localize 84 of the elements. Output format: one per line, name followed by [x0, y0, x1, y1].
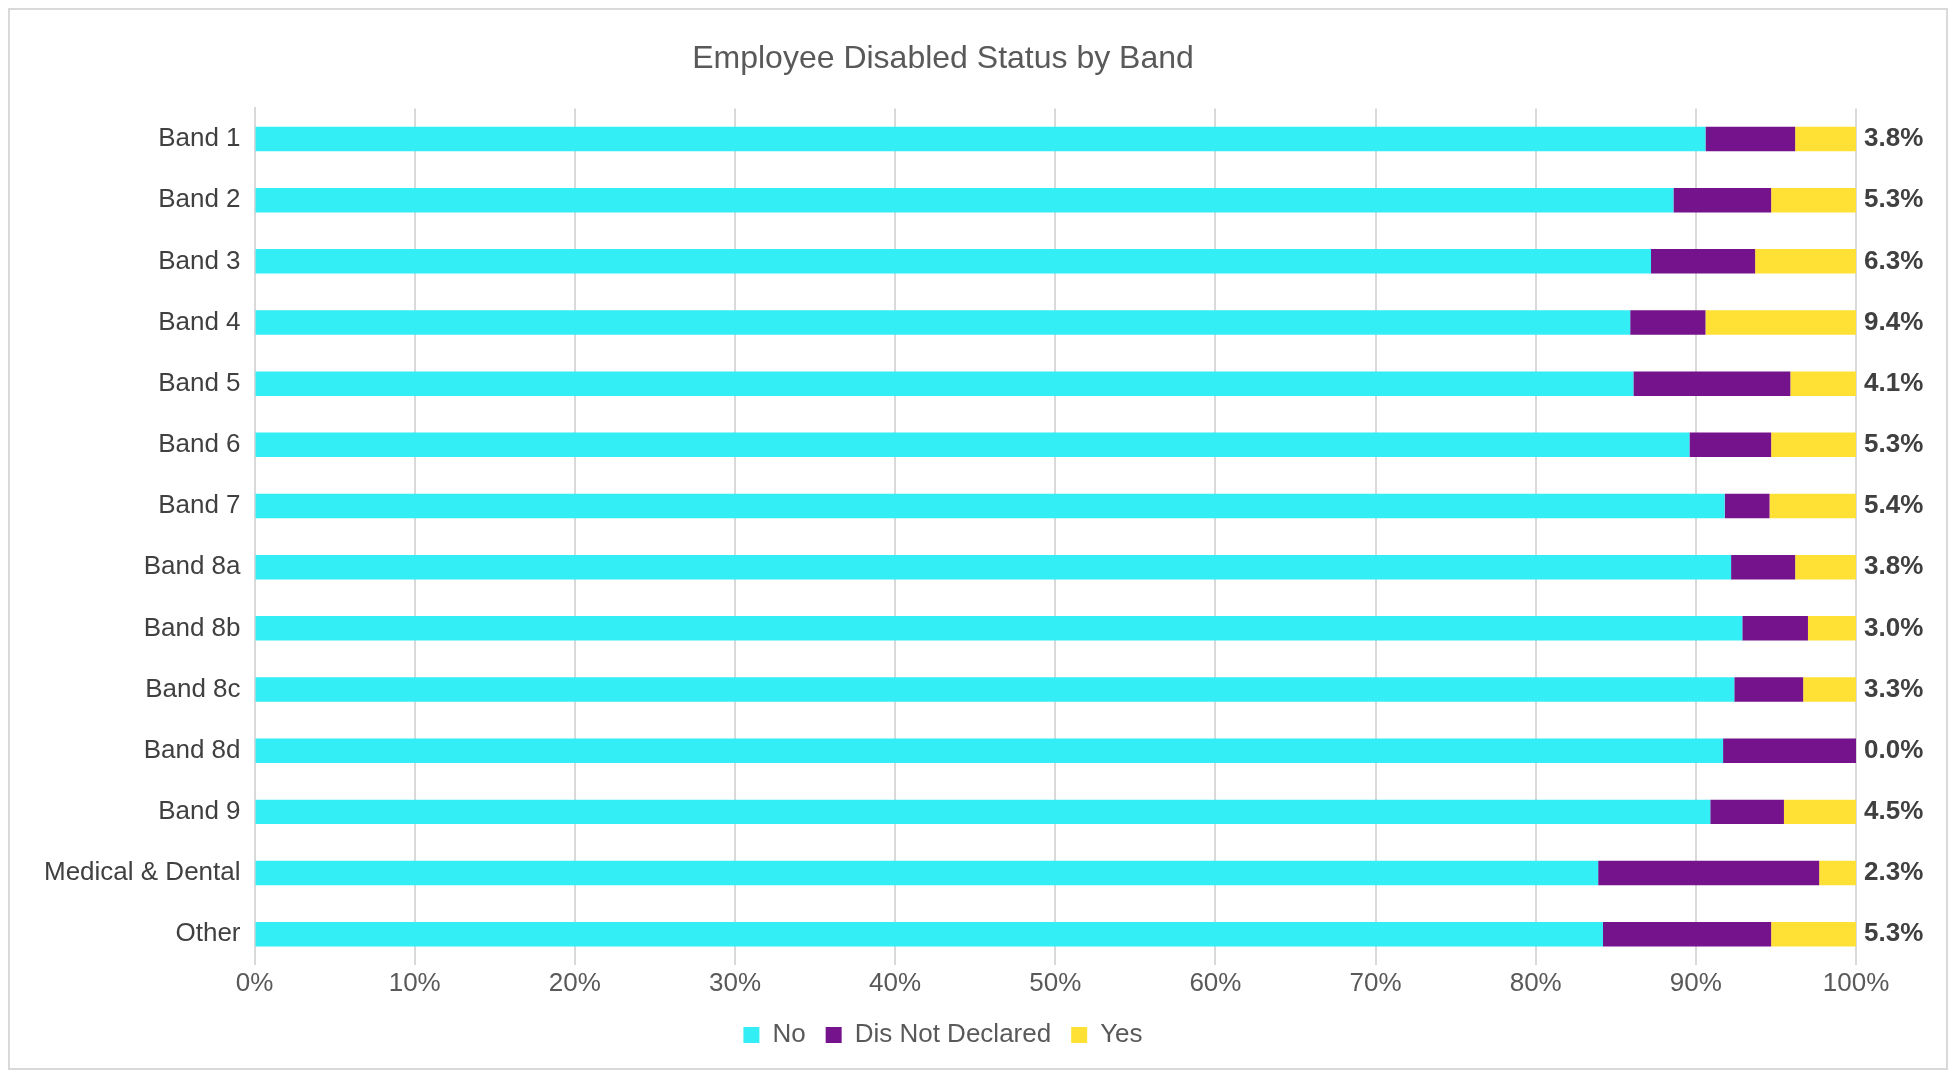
bar: [255, 738, 1724, 763]
y-tick-label: Band 7: [158, 489, 241, 520]
bar: [1724, 493, 1770, 519]
bar: [1705, 310, 1856, 335]
bar: [1633, 371, 1791, 396]
bar: [255, 616, 1743, 641]
x-tick-label: 80%: [1509, 966, 1562, 997]
bar: [1731, 554, 1796, 580]
data-label: 6.3%: [1864, 244, 1924, 275]
bar: [255, 310, 1631, 335]
x-tick-label: 60%: [1189, 966, 1242, 997]
bar: [1771, 921, 1856, 947]
x-tick-label: 100%: [1822, 966, 1890, 997]
data-label: 3.8%: [1864, 550, 1924, 581]
bar: [1803, 677, 1856, 702]
x-tick-label: 10%: [388, 966, 441, 997]
bar: [1769, 493, 1856, 519]
bar: [1673, 187, 1772, 213]
data-label: 3.0%: [1864, 611, 1924, 642]
bar: [1795, 126, 1856, 152]
data-label: 2.3%: [1864, 856, 1924, 887]
bar: [1598, 860, 1820, 886]
bar: [1795, 554, 1856, 580]
y-tick-label: Band 4: [158, 305, 241, 336]
bar: [1723, 738, 1856, 763]
bar: [1771, 187, 1856, 213]
chart-title: Employee Disabled Status by Band: [692, 39, 1194, 76]
y-tick-label: Band 5: [158, 366, 241, 397]
bar: [1705, 126, 1796, 152]
legend-label: No: [772, 1018, 806, 1049]
bar: [1710, 799, 1784, 825]
bar: [1630, 310, 1706, 335]
bar: [1807, 616, 1856, 641]
y-tick-label: Other: [175, 917, 241, 948]
bar: [255, 126, 1706, 152]
y-tick-label: Band 8b: [143, 611, 241, 642]
data-label: 5.3%: [1864, 428, 1924, 459]
bar: [1742, 616, 1808, 641]
x-tick-label: 40%: [869, 966, 922, 997]
y-tick-label: Band 8a: [143, 550, 242, 581]
y-tick-label: Band 2: [158, 183, 241, 214]
bar: [1771, 432, 1856, 458]
data-label: 4.5%: [1864, 795, 1924, 826]
bar: [1734, 677, 1804, 702]
bar: [255, 187, 1674, 213]
data-label: 5.3%: [1864, 183, 1924, 214]
bar: [1790, 371, 1856, 396]
x-tick-label: 90%: [1669, 966, 1722, 997]
bar: [1755, 249, 1856, 274]
bar: [255, 371, 1634, 396]
bar: [1819, 860, 1856, 886]
bar: [255, 249, 1652, 274]
data-label: 3.3%: [1864, 672, 1924, 703]
bar: [255, 860, 1599, 886]
data-label: 5.3%: [1864, 917, 1924, 948]
x-tick-label: 30%: [708, 966, 761, 997]
bar: [255, 554, 1732, 580]
bar: [1689, 432, 1772, 458]
x-tick-label: 20%: [548, 966, 601, 997]
data-label: 0.0%: [1864, 733, 1924, 764]
data-label: 4.1%: [1864, 366, 1924, 397]
y-tick-label: Band 1: [158, 122, 241, 153]
y-tick-label: Medical & Dental: [43, 856, 241, 887]
x-tick-label: 0%: [235, 966, 274, 997]
bar: [255, 677, 1735, 702]
data-label: 9.4%: [1864, 305, 1924, 336]
bar: [1651, 249, 1756, 274]
bar: [255, 799, 1711, 825]
y-tick-label: Band 8c: [145, 672, 241, 703]
x-tick-label: 70%: [1349, 966, 1402, 997]
y-tick-label: Band 6: [158, 428, 241, 459]
legend-label: Yes: [1100, 1018, 1143, 1049]
bar: [255, 921, 1603, 947]
data-label: 5.4%: [1864, 489, 1924, 520]
y-tick-label: Band 9: [158, 795, 241, 826]
x-tick-label: 50%: [1029, 966, 1082, 997]
bar: [255, 493, 1725, 519]
legend-label: Dis Not Declared: [854, 1018, 1052, 1049]
bar: [255, 432, 1690, 458]
bar: [1602, 921, 1772, 947]
data-label: 3.8%: [1864, 122, 1924, 153]
y-tick-label: Band 8d: [143, 733, 241, 764]
y-tick-label: Band 3: [158, 244, 241, 275]
bar: [1783, 799, 1856, 825]
